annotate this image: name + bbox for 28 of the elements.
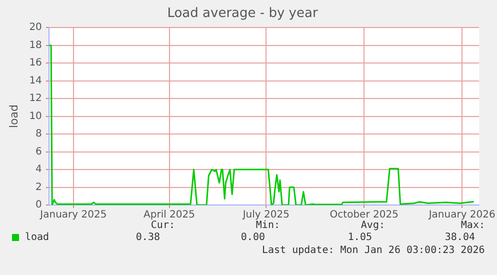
text: 0.38 bbox=[136, 232, 160, 243]
y-tick-label: 10 bbox=[29, 110, 42, 122]
y-tick-label: 0 bbox=[36, 200, 42, 211]
x-tick-label: January 2026 bbox=[428, 210, 496, 221]
text: Max: bbox=[460, 220, 485, 231]
y-tick-label: 8 bbox=[36, 128, 42, 140]
y-tick-label: 14 bbox=[29, 75, 42, 86]
text: Cur: bbox=[150, 220, 175, 231]
y-tick-label: 20 bbox=[29, 22, 42, 34]
text: 1.05 bbox=[348, 232, 372, 243]
x-tick-label: October 2025 bbox=[330, 210, 398, 221]
y-axis-title: load bbox=[7, 104, 20, 128]
text: Avg: bbox=[360, 220, 385, 231]
text: 38.04 bbox=[444, 232, 475, 243]
y-tick-label: 12 bbox=[29, 93, 42, 104]
text: 0.00 bbox=[240, 232, 265, 243]
y-tick-label: 18 bbox=[29, 40, 42, 51]
legend-label: load bbox=[25, 232, 50, 243]
text: Min: bbox=[256, 220, 280, 231]
x-tick-label: January 2025 bbox=[39, 210, 107, 221]
x-tick-label: July 2025 bbox=[242, 210, 290, 221]
chart-title: Load average - by year bbox=[167, 6, 318, 22]
y-tick-label: 16 bbox=[29, 58, 42, 69]
y-tick-label: 2 bbox=[36, 182, 42, 193]
x-tick-label: April 2025 bbox=[144, 210, 195, 221]
y-tick-label: 6 bbox=[36, 146, 42, 158]
text: Last update: Mon Jan 26 03:00:23 2026 bbox=[262, 245, 485, 256]
y-tick-label: 4 bbox=[36, 164, 42, 176]
